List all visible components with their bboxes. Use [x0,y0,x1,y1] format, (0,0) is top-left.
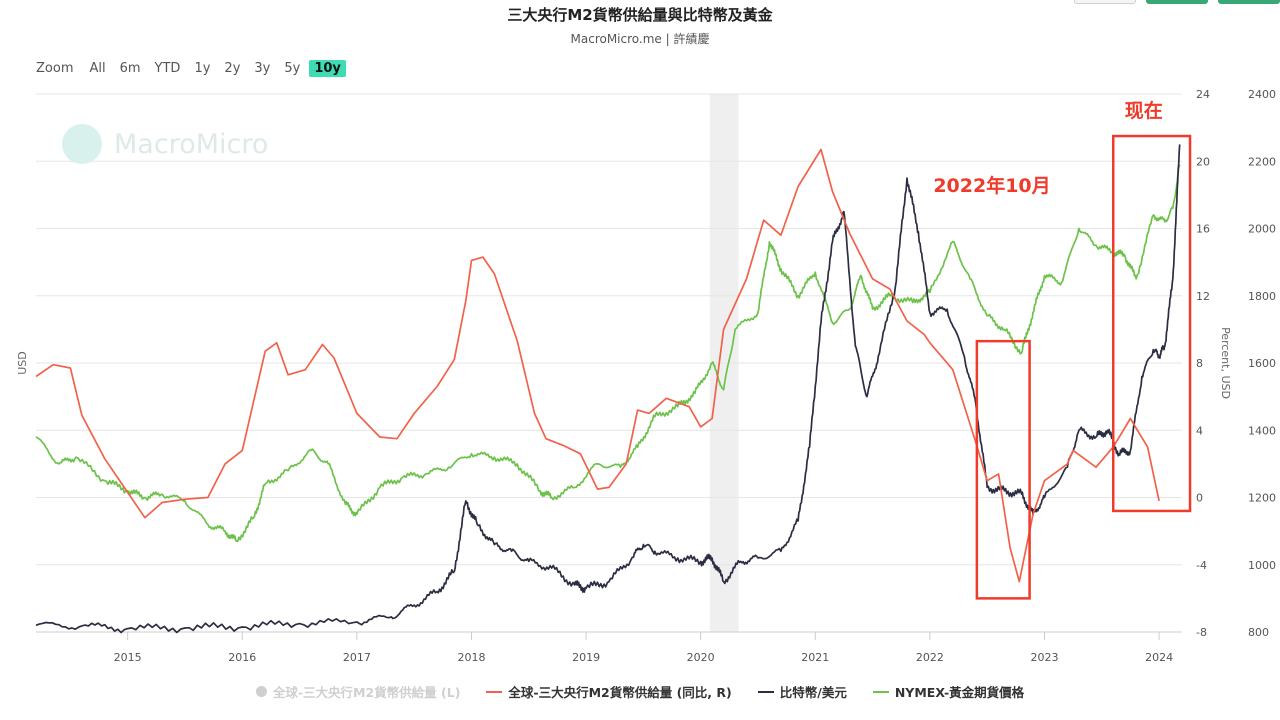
usd-tick-label: 1400 [1248,424,1276,437]
zoom-option-6m[interactable]: 6m [119,61,141,76]
usd-tick-label: 2400 [1248,88,1276,101]
watermark-text: MacroMicro [114,128,269,160]
percent-tick-label: -8 [1196,626,1207,639]
x-tick-label: 2015 [114,651,142,664]
left-axis-title: USD [16,351,29,375]
x-tick-label: 2023 [1030,651,1058,664]
zoom-option-ytd[interactable]: YTD [154,61,181,76]
legend-dot-icon [255,686,267,697]
usd-tick-label: 1200 [1248,492,1276,505]
zoom-option-10y[interactable]: 10y [309,60,346,77]
annotation-label-oct-2022: 2022年10月 [933,174,1050,197]
percent-tick-label: 16 [1196,223,1210,236]
chart-subtitle: MacroMicro.me | 許績慶 [570,32,710,46]
series-line-bitcoin [35,144,1181,634]
zoom-option-3y[interactable]: 3y [254,61,271,76]
x-tick-label: 2019 [572,651,600,664]
zoom-bar: Zoom All 6m YTD 1y 2y 3y 5y 10y [36,60,350,77]
zoom-label: Zoom [36,61,74,76]
chart-title: 三大央行M2貨幣供給量與比特幣及黃金 [507,6,773,24]
legend-item-bitcoin[interactable]: 比特幣/美元 [757,682,847,701]
legend-label-gold: NYMEX-黃金期貨價格 [894,685,1025,700]
usd-tick-label: 2200 [1248,155,1276,168]
x-tick-label: 2020 [687,651,715,664]
legend-item-m2-level[interactable]: 全球-三大央行M2貨幣供給量 (L) [255,682,461,701]
series-line-gold [35,164,1181,543]
zoom-option-2y[interactable]: 2y [224,61,241,76]
x-tick-label: 2022 [916,651,944,664]
x-tick-label: 2018 [457,651,485,664]
percent-tick-label: 12 [1196,290,1210,303]
percent-tick-label: 0 [1196,492,1203,505]
x-tick-label: 2021 [801,651,829,664]
legend-label-bitcoin: 比特幣/美元 [779,685,847,700]
x-tick-label: 2017 [343,651,371,664]
usd-tick-label: 1800 [1248,290,1276,303]
x-tick-label: 2024 [1145,651,1173,664]
export-button[interactable] [1074,0,1136,4]
zoom-option-all[interactable]: All [89,61,106,76]
legend-line-icon [872,690,889,693]
usd-tick-label: 1000 [1248,559,1276,572]
annotation-box-now [1111,134,1192,513]
zoom-option-1y[interactable]: 1y [194,61,211,76]
usd-tick-label: 800 [1248,626,1269,639]
zoom-option-5y[interactable]: 5y [284,61,301,76]
right-axis-title: Percent, USD [1219,327,1232,399]
percent-tick-label: 8 [1196,357,1203,370]
legend-label-m2-level: 全球-三大央行M2貨幣供給量 (L) [272,685,461,700]
legend-item-m2-yoy[interactable]: 全球-三大央行M2貨幣供給量 (同比, R) [486,682,732,701]
legend: 全球-三大央行M2貨幣供給量 (L) 全球-三大央行M2貨幣供給量 (同比, R… [0,682,1280,701]
usd-tick-label: 2000 [1248,223,1276,236]
legend-item-gold[interactable]: NYMEX-黃金期貨價格 [872,682,1025,701]
annotation-box-oct-2022 [975,339,1031,600]
series-line-m2-yoy [35,148,1160,583]
legend-line-icon [486,690,503,693]
watermark-logo-icon [62,124,102,164]
percent-tick-label: 4 [1196,424,1203,437]
percent-tick-label: -4 [1196,559,1207,572]
percent-tick-label: 24 [1196,88,1210,101]
legend-line-icon [757,690,774,693]
annotation-label-now: 现在 [1125,99,1163,122]
share-button[interactable] [1146,0,1208,4]
usd-tick-label: 1600 [1248,357,1276,370]
watermark: MacroMicro [62,124,268,164]
percent-tick-label: 20 [1196,155,1210,168]
legend-label-m2-yoy: 全球-三大央行M2貨幣供給量 (同比, R) [508,685,732,700]
x-tick-label: 2016 [228,651,256,664]
